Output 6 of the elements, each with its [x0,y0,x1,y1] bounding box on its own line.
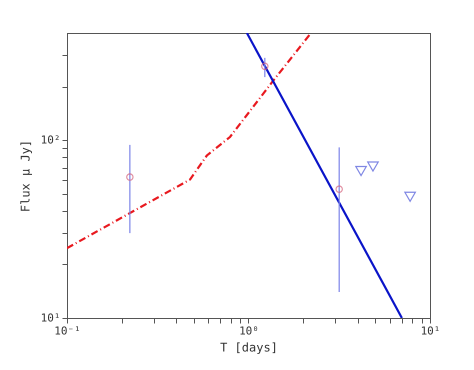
x-tick-label: 10¹ [420,324,440,338]
y-tick-label: 10² [40,134,60,147]
x-tick-label: 10⁰ [239,324,259,338]
y-axis-title: Flux μ Jy] [18,140,33,212]
x-tick-label: 10⁻¹ [54,324,81,338]
x-axis-title: T [days] [220,340,278,354]
